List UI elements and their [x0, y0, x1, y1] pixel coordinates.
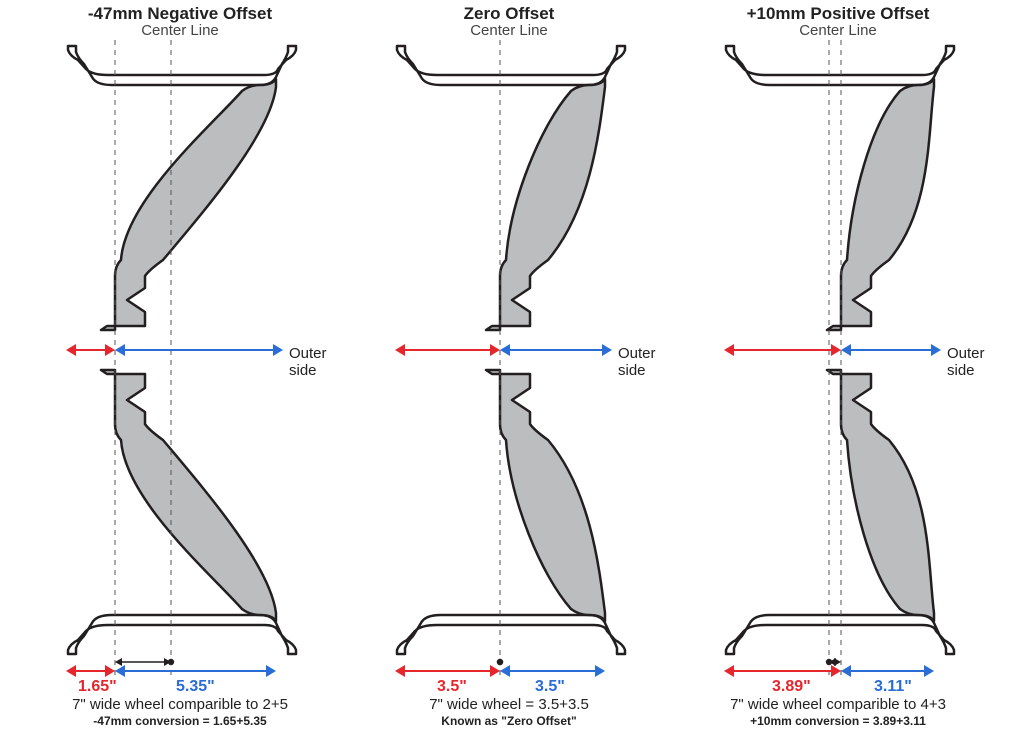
bottom-caption-2: -47mm conversion = 1.65+5.35 [30, 714, 330, 728]
panel-positive: +10mm Positive OffsetCenter Line Outersid… [688, 0, 988, 730]
bottom-caption: 7" wide wheel = 3.5+3.5 [359, 696, 659, 713]
wheel-diagram [359, 0, 659, 730]
panels-row: -47mm Negative OffsetCenter LineOutersid… [0, 0, 1018, 730]
bottom-caption-2: +10mm conversion = 3.89+3.11 [688, 714, 988, 728]
panel-title: +10mm Positive Offset [688, 4, 988, 24]
bottom-caption: 7" wide wheel comparible to 2+5 [30, 696, 330, 713]
outer-side-label: Outerside [947, 345, 985, 379]
panel-negative: -47mm Negative OffsetCenter Line Outersid… [30, 0, 330, 730]
blue-dimension: 3.5" [535, 678, 565, 696]
red-dimension: 1.65" [78, 678, 117, 696]
blue-dimension: 5.35" [176, 678, 215, 696]
panel-title: Zero Offset [359, 4, 659, 24]
wheel-diagram [688, 0, 988, 730]
panel-subtitle: Center Line [359, 22, 659, 39]
bottom-caption: 7" wide wheel comparible to 4+3 [688, 696, 988, 713]
bottom-caption-2: Known as "Zero Offset" [359, 714, 659, 728]
outer-side-label: Outerside [289, 345, 327, 379]
page: -47mm Negative OffsetCenter LineOutersid… [0, 0, 1018, 730]
outer-side-label: Outerside [618, 345, 656, 379]
panel-subtitle: Center Line [688, 22, 988, 39]
panel-title: -47mm Negative Offset [30, 4, 330, 24]
red-dimension: 3.5" [437, 678, 467, 696]
panel-subtitle: Center Line [30, 22, 330, 39]
red-dimension: 3.89" [772, 678, 811, 696]
panel-zero: Zero OffsetCenter Line Outerside 3.5" 3.5"7… [359, 0, 659, 730]
blue-dimension: 3.11" [874, 678, 912, 696]
wheel-diagram [30, 0, 330, 730]
